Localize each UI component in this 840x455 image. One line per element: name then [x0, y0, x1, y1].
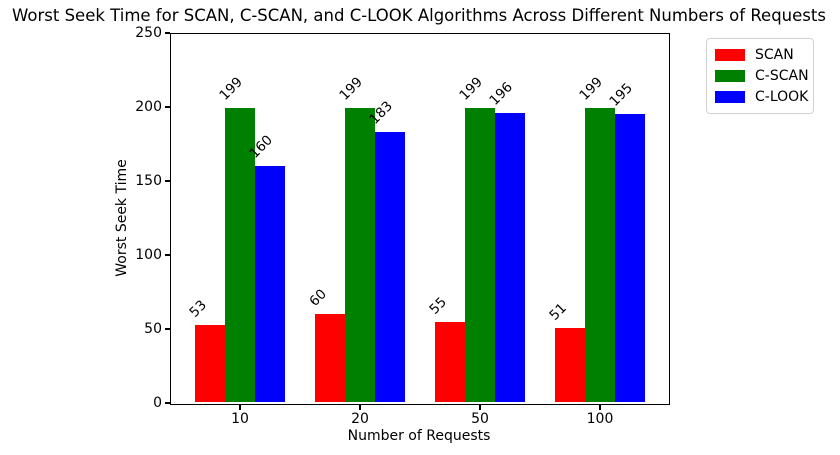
bar-scan-100 — [555, 327, 585, 402]
legend-label: C-SCAN — [755, 67, 809, 84]
y-tick — [165, 254, 170, 256]
x-tick — [479, 404, 481, 410]
y-tick — [165, 180, 170, 182]
bar-scan-20 — [315, 314, 345, 402]
x-axis-label: Number of Requests — [347, 428, 491, 444]
legend-label: SCAN — [755, 46, 794, 63]
bar-c-scan-10 — [225, 108, 255, 402]
legend: SCAN C-SCAN C-LOOK — [706, 38, 814, 114]
bar-c-look-50 — [495, 112, 525, 402]
x-tick-label: 100 — [586, 411, 614, 427]
y-tick — [165, 402, 170, 404]
x-tick-label: 50 — [471, 411, 489, 427]
legend-label: C-LOOK — [755, 88, 809, 105]
legend-swatch — [715, 69, 745, 82]
bar-scan-50 — [435, 321, 465, 402]
x-tick — [239, 404, 241, 410]
legend-row-scan: SCAN — [715, 44, 805, 65]
legend-row-c-scan: C-SCAN — [715, 65, 809, 86]
x-tick — [359, 404, 361, 410]
bar-c-look-100 — [615, 114, 645, 402]
legend-row-c-look: C-LOOK — [715, 86, 809, 107]
chart-title: Worst Seek Time for SCAN, C-SCAN, and C-… — [12, 6, 826, 25]
y-tick-label: 250 — [135, 25, 162, 41]
y-tick-label: 150 — [135, 173, 162, 189]
y-tick-label: 0 — [153, 395, 162, 411]
bar-c-scan-100 — [585, 108, 615, 402]
bar-c-look-20 — [375, 132, 405, 402]
y-tick — [165, 106, 170, 108]
y-tick-label: 200 — [135, 99, 162, 115]
y-tick-label: 100 — [135, 247, 162, 263]
bar-scan-10 — [195, 324, 225, 402]
x-tick — [599, 404, 601, 410]
bar-c-scan-20 — [345, 108, 375, 402]
bar-c-scan-50 — [465, 108, 495, 402]
y-tick-label: 50 — [144, 321, 162, 337]
legend-swatch — [715, 48, 745, 61]
y-tick — [165, 32, 170, 34]
x-tick-label: 20 — [351, 411, 369, 427]
bar-c-look-10 — [255, 166, 285, 402]
legend-swatch — [715, 90, 745, 103]
x-tick-label: 10 — [231, 411, 249, 427]
y-tick — [165, 328, 170, 330]
